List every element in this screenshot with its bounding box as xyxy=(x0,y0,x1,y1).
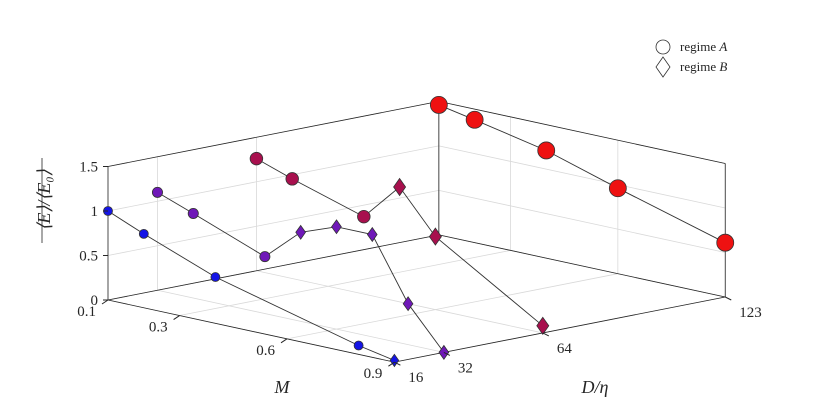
y-tick-mark xyxy=(443,351,451,356)
box-edge xyxy=(107,234,439,301)
y-tick-label: 123 xyxy=(739,305,762,321)
y-tick-mark xyxy=(725,296,732,301)
data-point-circle xyxy=(187,207,199,219)
x-tick-mark xyxy=(173,315,180,320)
series-markers xyxy=(103,95,735,368)
grid-line-sidewall-z xyxy=(107,145,439,212)
series-line-D16 xyxy=(107,210,395,361)
grid-line-floor-m xyxy=(179,249,511,316)
grid-line-floor-d xyxy=(157,289,444,353)
data-point-circle xyxy=(608,179,627,198)
data-point-circle xyxy=(353,340,364,351)
data-point-diamond xyxy=(428,227,442,246)
x-tick-mark xyxy=(101,299,109,305)
box-edge xyxy=(438,234,726,298)
legend-diamond-marker xyxy=(655,56,671,78)
grid-line-backwall-z xyxy=(438,189,726,253)
box-edge xyxy=(107,299,395,363)
data-point-diamond xyxy=(402,296,414,312)
legend-label-a: regime A xyxy=(680,39,727,54)
grid-line-backwall-z xyxy=(438,145,726,209)
z-tick-label: 0.5 xyxy=(79,249,98,265)
box-edge xyxy=(438,100,726,164)
y-tick-label: 64 xyxy=(557,341,573,357)
data-point-circle xyxy=(249,151,264,166)
data-point-diamond xyxy=(536,316,550,335)
box-edge xyxy=(107,100,439,167)
data-point-diamond xyxy=(295,224,306,240)
series-line-D123 xyxy=(438,104,726,244)
tick-labels: 0.1 0.3 0.6 0.9 16 32 64 123 0 0.5 1 1.5 xyxy=(77,160,761,387)
data-point-circle xyxy=(259,251,271,263)
x-axis-label: M xyxy=(274,377,291,397)
data-point-diamond xyxy=(331,219,342,235)
data-point-circle xyxy=(151,186,163,198)
legend-circle-marker xyxy=(655,39,671,55)
series-line-D64 xyxy=(256,158,544,327)
data-point-circle xyxy=(537,141,556,160)
grid-layer xyxy=(107,100,726,363)
z-tick-label: 1.5 xyxy=(79,160,98,176)
data-point-circle xyxy=(465,110,484,129)
data-point-circle xyxy=(357,209,371,224)
data-point-circle xyxy=(285,172,299,186)
data-point-circle xyxy=(429,95,448,114)
y-tick-mark xyxy=(394,361,401,366)
data-point-circle xyxy=(210,272,221,282)
y-tick-label: 16 xyxy=(408,370,424,386)
x-tick-mark xyxy=(388,361,395,367)
legend-label-b: regime B xyxy=(680,59,727,74)
z-axis-label: ⟨E⟩/⟨E₀⟩ xyxy=(34,169,54,230)
axes-box xyxy=(107,100,726,363)
data-point-circle xyxy=(716,233,735,252)
box-edge xyxy=(394,296,726,363)
grid-line-floor-m xyxy=(286,273,618,340)
x-tick-label: 0.3 xyxy=(149,320,168,336)
legend: regime A regime B xyxy=(655,39,727,78)
data-point-diamond xyxy=(393,177,407,197)
y-axis-label: D/η xyxy=(581,377,609,397)
x-tick-label: 0.1 xyxy=(77,304,96,320)
x-tick-mark xyxy=(280,338,288,344)
grid-line-floor-d xyxy=(256,270,543,334)
grid-line-sidewall-z xyxy=(107,189,439,256)
data-point-diamond xyxy=(366,226,378,243)
y-tick-mark xyxy=(542,332,550,337)
data-point-circle xyxy=(138,228,149,239)
z-tick-label: 1 xyxy=(91,204,99,220)
data-point-diamond xyxy=(389,353,400,368)
x-tick-label: 0.9 xyxy=(364,366,383,382)
data-point-diamond xyxy=(438,344,450,360)
z-tick-label: 0 xyxy=(91,293,99,309)
y-tick-label: 32 xyxy=(458,360,473,376)
x-tick-label: 0.6 xyxy=(256,343,275,359)
series-line-D32 xyxy=(157,192,445,353)
